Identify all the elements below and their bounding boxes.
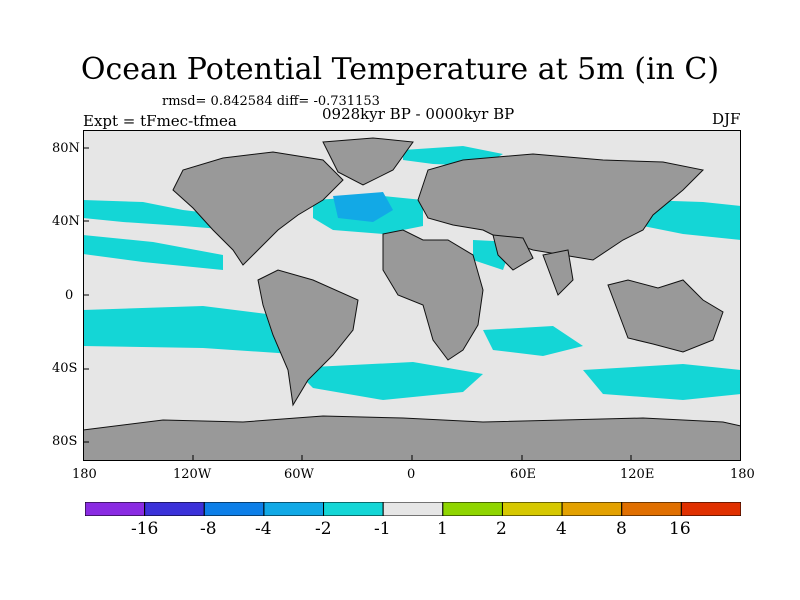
lat-label-80s: 80S	[52, 434, 78, 449]
lon-label-180e: 180	[730, 467, 755, 482]
indian-ocean-anomaly	[483, 326, 583, 356]
lon-label-0: 0	[407, 467, 416, 482]
india	[542, 249, 574, 296]
colorbar-label-neg2: -2	[315, 519, 332, 539]
lat-label-40s: 40S	[52, 361, 78, 376]
colorbar-label-4: 4	[556, 519, 567, 539]
colorbar-label-1: 1	[437, 519, 448, 539]
lat-label-0: 0	[65, 288, 74, 303]
nw-pacific-anomaly	[643, 200, 741, 240]
north-america	[172, 151, 344, 266]
period-label: 0928kyr BP - 0000kyr BP	[322, 105, 515, 123]
lon-label-120w: 120W	[173, 467, 212, 482]
north-pacific-anomaly	[83, 200, 233, 230]
colorbar-box	[85, 502, 146, 516]
experiment-label: Expt = tFmec-tfmea	[83, 112, 237, 130]
colorbar-label-neg16: -16	[131, 519, 159, 539]
axis-ticks	[83, 147, 632, 461]
south-america	[257, 269, 359, 407]
colorbar-label-neg4: -4	[255, 519, 272, 539]
lat-label-80n: 80N	[52, 141, 80, 156]
colorbar-box	[323, 502, 384, 516]
colorbar-box	[442, 502, 503, 516]
colorbar-box	[621, 502, 682, 516]
south-atlantic-anomaly	[293, 362, 483, 400]
colorbar-box	[680, 502, 741, 516]
season-label: DJF	[712, 110, 741, 128]
north-atlantic-strong-anomaly	[333, 192, 393, 222]
greenland	[322, 137, 414, 186]
colorbar-label-neg1: -1	[374, 519, 391, 539]
colorbar-label-16: 16	[669, 519, 691, 539]
colorbar	[85, 502, 741, 516]
arabia	[492, 234, 534, 271]
lon-label-60e: 60E	[510, 467, 537, 482]
colorbar-box	[501, 502, 563, 516]
land-masses	[83, 137, 741, 461]
subtropical-pacific-anomaly	[83, 235, 223, 270]
colorbar-box	[144, 502, 205, 516]
ocean-temperature-map	[83, 130, 741, 461]
antarctica	[83, 415, 741, 461]
eurasia	[417, 153, 705, 261]
africa	[382, 229, 484, 361]
colorbar-box	[382, 502, 444, 516]
plot-title: Ocean Potential Temperature at 5m (in C)	[80, 52, 720, 87]
stats-label: rmsd= 0.842584 diff= -0.731153	[162, 94, 380, 109]
colorbar-box	[263, 502, 325, 516]
colorbar-label-2: 2	[496, 519, 507, 539]
south-pacific-anomaly	[83, 306, 293, 354]
lon-label-120e: 120E	[620, 467, 655, 482]
lat-label-40n: 40N	[52, 214, 80, 229]
colorbar-label-8: 8	[616, 519, 627, 539]
australia	[607, 279, 724, 353]
colorbar-box	[561, 502, 623, 516]
lon-label-180w: 180	[72, 467, 97, 482]
colorbar-box	[203, 502, 265, 516]
colorbar-label-neg8: -8	[200, 519, 217, 539]
southern-ocean-anomaly	[583, 364, 741, 400]
lon-label-60w: 60W	[284, 467, 314, 482]
